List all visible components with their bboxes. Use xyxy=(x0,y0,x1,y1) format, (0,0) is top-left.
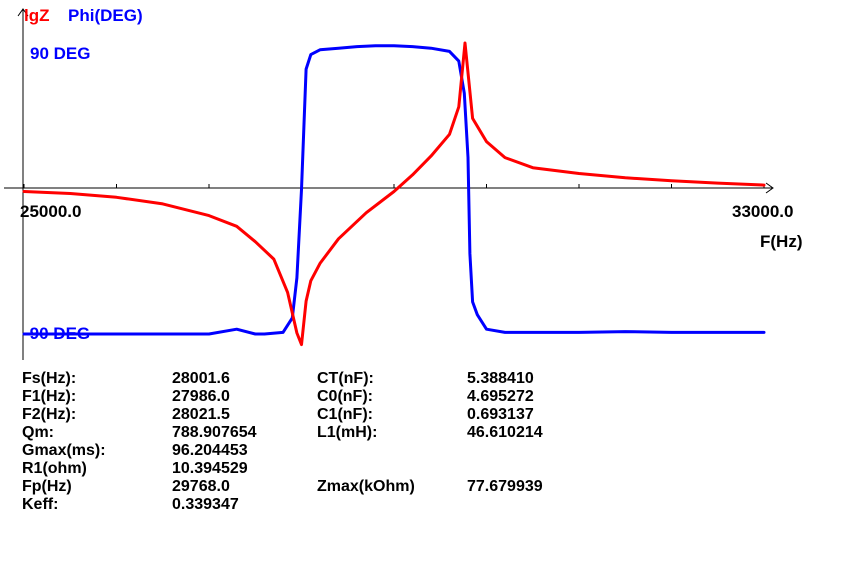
legend-lgz: lgZ xyxy=(24,6,50,25)
y-label-bottom: -90 DEG xyxy=(24,324,91,343)
x-ticks xyxy=(23,184,765,188)
param-label: Qm: xyxy=(22,424,54,441)
param-value: 46.610214 xyxy=(467,424,543,441)
param-value: 28001.6 xyxy=(172,370,230,387)
param-label: F1(Hz): xyxy=(22,388,77,405)
param-label: C0(nF): xyxy=(317,388,373,405)
param-value: 5.388410 xyxy=(467,370,534,387)
param-value: 0.339347 xyxy=(172,496,239,513)
axes xyxy=(4,8,774,360)
param-label: C1(nF): xyxy=(317,406,373,423)
legend-phi: Phi(DEG) xyxy=(68,6,143,25)
param-label: Fs(Hz): xyxy=(22,370,77,387)
param-label: F2(Hz): xyxy=(22,406,77,423)
param-label: R1(ohm) xyxy=(22,460,87,477)
x-label-max: 33000.0 xyxy=(732,202,794,221)
lgz-series-line xyxy=(22,41,766,347)
param-value: 77.679939 xyxy=(467,478,543,495)
param-value: 788.907654 xyxy=(172,424,257,441)
y-label-top: 90 DEG xyxy=(30,44,91,63)
phase-series-line xyxy=(22,44,766,336)
param-value: 28021.5 xyxy=(172,406,230,423)
param-label: Keff: xyxy=(22,496,59,513)
param-label: L1(mH): xyxy=(317,424,378,441)
x-axis-arrow xyxy=(765,182,774,194)
param-value: 29768.0 xyxy=(172,478,230,495)
param-value: 10.394529 xyxy=(172,460,248,477)
param-value: 27986.0 xyxy=(172,388,230,405)
x-label-min: 25000.0 xyxy=(20,202,82,221)
param-label: Fp(Hz) xyxy=(22,478,72,495)
param-label: Gmax(ms): xyxy=(22,442,106,459)
param-value: 4.695272 xyxy=(467,388,534,405)
param-value: 96.204453 xyxy=(172,442,248,459)
x-axis-unit: F(Hz) xyxy=(760,232,803,251)
param-value: 0.693137 xyxy=(467,406,534,423)
param-label: Zmax(kOhm) xyxy=(317,478,415,495)
param-label: CT(nF): xyxy=(317,370,374,387)
y-axis-arrow xyxy=(17,8,29,17)
series-group xyxy=(22,41,766,347)
